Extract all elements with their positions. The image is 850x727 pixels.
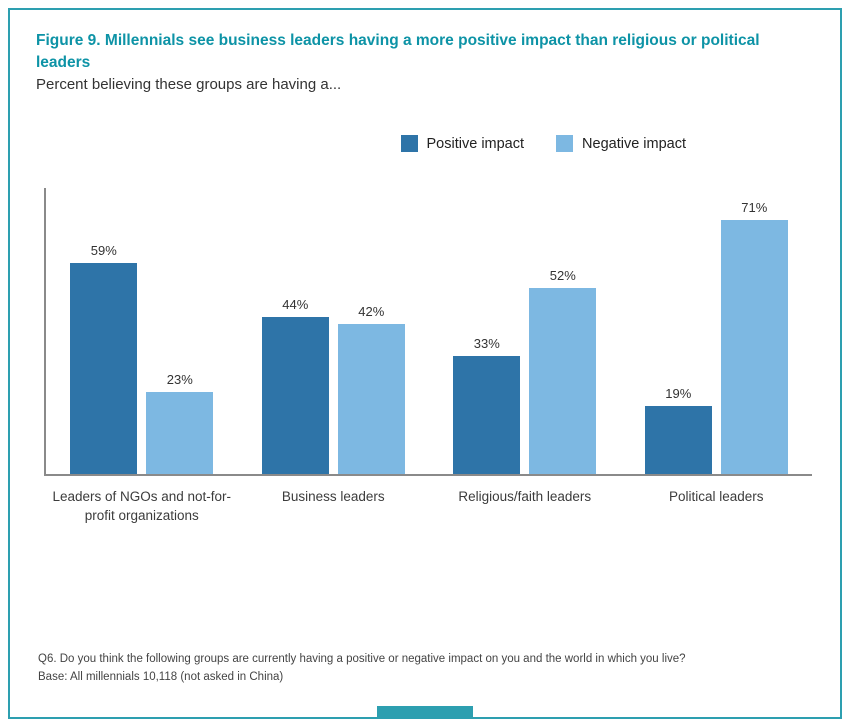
legend-item-positive-impact: Positive impact (400, 135, 525, 153)
y-axis-line (44, 188, 46, 476)
bar-column: 59% (70, 243, 138, 475)
bar-group: 59% 23% Leaders of NGOs and not-for-profit… (46, 188, 238, 524)
bar-group: 44% 42% Business leaders (238, 188, 430, 524)
footnotes: Q6. Do you think the following groups ar… (38, 651, 686, 687)
footnote-question: Q6. Do you think the following groups ar… (38, 653, 686, 666)
bar-positive-impact (644, 406, 712, 475)
figure-frame: Figure 9. Millennials see business leade… (8, 8, 842, 719)
bar-column: 23% (146, 372, 214, 475)
bar-value-label: 33% (473, 336, 500, 352)
bar-column: 42% (337, 304, 405, 475)
legend-label: Positive impact (426, 135, 525, 152)
footnote-base: Base: All millennials 10,118 (not asked … (38, 671, 284, 684)
bar-group: 19% 71% Political leaders (621, 188, 813, 524)
bar-value-label: 44% (282, 297, 309, 313)
bar-positive-impact (70, 263, 138, 475)
bar-value-label: 42% (358, 304, 385, 320)
legend-swatch-positive-impact (400, 135, 418, 153)
bar-pair: 33% 52% (453, 188, 597, 475)
bar-pair: 19% 71% (644, 188, 788, 475)
bar-pair: 44% 42% (261, 188, 405, 475)
legend-label: Negative impact (582, 135, 686, 152)
bar-negative-impact (146, 392, 214, 475)
figure-subtitle: Percent believing these groups are havin… (36, 76, 342, 94)
bar-column: 71% (720, 200, 788, 475)
bar-negative-impact (529, 288, 597, 475)
bar-column: 44% (261, 297, 329, 475)
bar-positive-impact (453, 356, 521, 475)
bar-groups: 59% 23% Leaders of NGOs and not-for-profit… (46, 188, 812, 524)
bar-negative-impact (337, 324, 405, 475)
bar-value-label: 71% (741, 200, 768, 216)
category-label: Business leaders (281, 489, 385, 505)
legend-item-negative-impact: Negative impact (556, 135, 686, 153)
x-axis-line (44, 474, 812, 477)
bar-chart: 59% 23% Leaders of NGOs and not-for-profit… (44, 188, 812, 533)
bar-value-label: 19% (665, 386, 692, 402)
category-label: Political leaders (668, 489, 764, 505)
bar-pair: 59% 23% (70, 188, 214, 475)
chart-legend: Positive impact Negative impact (36, 135, 686, 153)
bar-column: 33% (453, 336, 521, 475)
bar-column: 19% (644, 386, 712, 475)
bottom-tab-decoration (377, 706, 473, 719)
bar-value-label: 52% (549, 268, 576, 284)
bar-column: 52% (529, 268, 597, 475)
figure-title: Figure 9. Millennials see business leade… (36, 32, 760, 71)
category-label: Religious/faith leaders (458, 489, 592, 505)
bar-negative-impact (720, 220, 788, 475)
bar-positive-impact (261, 317, 329, 475)
bar-value-label: 59% (90, 243, 117, 259)
category-label: Leaders of NGOs and not-for-profit organ… (52, 489, 232, 523)
legend-swatch-negative-impact (556, 135, 574, 153)
bar-group: 33% 52% Religious/faith leaders (429, 188, 621, 524)
bar-value-label: 23% (166, 372, 193, 388)
